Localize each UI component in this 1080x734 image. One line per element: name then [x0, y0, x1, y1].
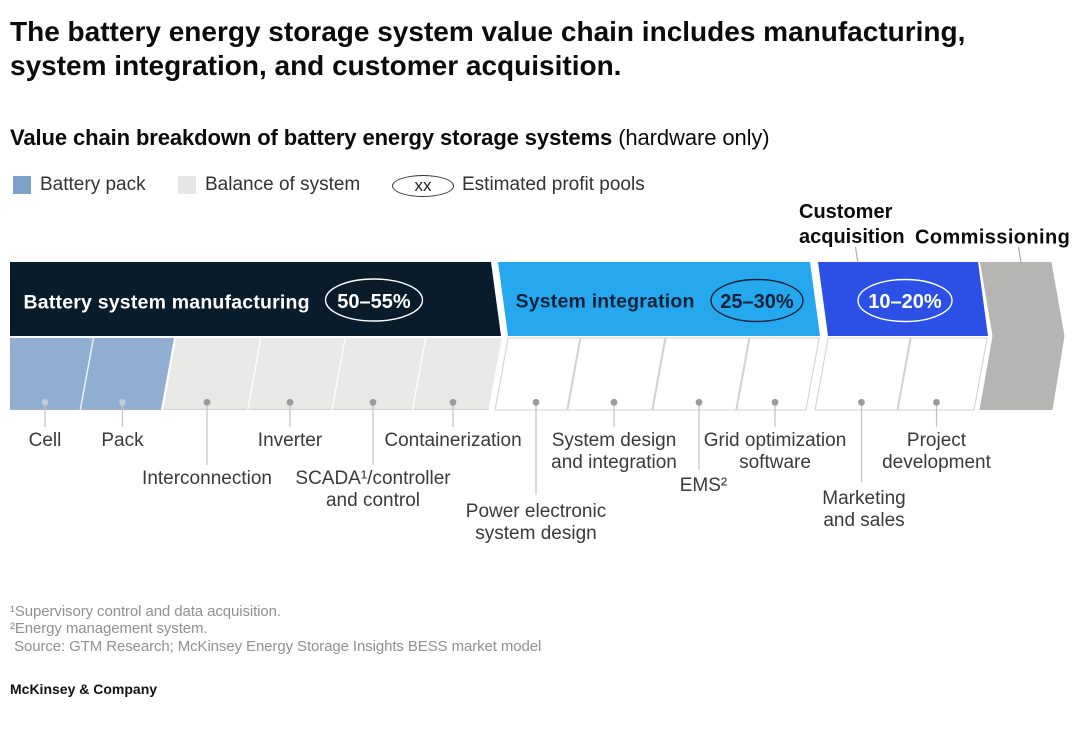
svg-text:acquisition: acquisition	[799, 226, 905, 248]
svg-text:10–20%: 10–20%	[868, 291, 942, 313]
svg-text:Battery system manufacturing: Battery system manufacturing	[24, 292, 310, 314]
svg-text:25–30%: 25–30%	[720, 291, 794, 313]
svg-text:50–55%: 50–55%	[337, 291, 411, 313]
svg-text:Customer: Customer	[799, 201, 893, 223]
svg-text:System integration: System integration	[516, 291, 695, 313]
svg-text:Commissioning: Commissioning	[915, 226, 1070, 248]
